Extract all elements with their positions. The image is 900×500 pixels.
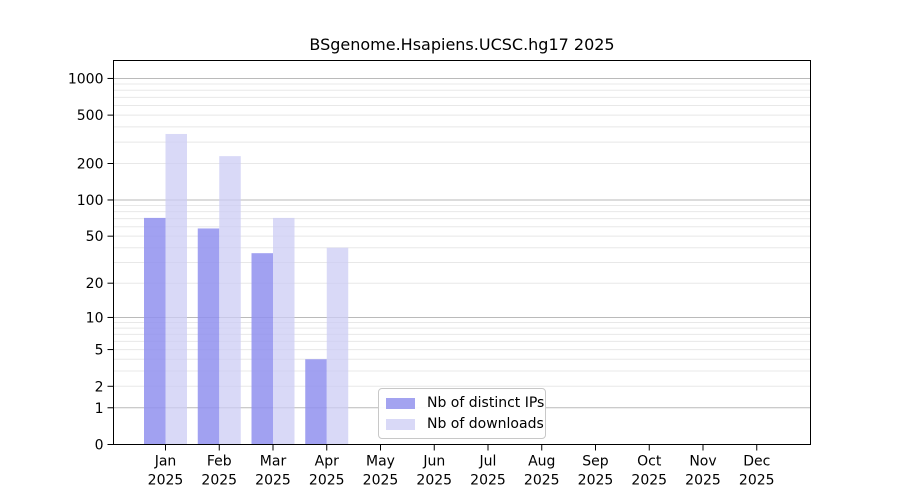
- x-tick-label-month: Oct: [637, 454, 662, 470]
- bar-downloads: [219, 156, 241, 445]
- y-tick-label: 5: [95, 343, 104, 359]
- x-tick-label-year: 2025: [685, 473, 721, 489]
- x-tick-label-year: 2025: [309, 473, 345, 489]
- x-tick-label-month: Aug: [528, 454, 555, 470]
- legend-swatch-downloads: [386, 418, 415, 430]
- legend-item-downloads: Nb of downloads: [379, 415, 545, 433]
- legend-label-downloads: Nb of downloads: [427, 416, 544, 432]
- x-tick-label-year: 2025: [148, 473, 184, 489]
- y-tick-label: 0: [95, 438, 104, 454]
- bar-distinct-ips: [251, 253, 273, 445]
- bar-distinct-ips: [197, 228, 220, 445]
- x-tick-label-year: 2025: [631, 473, 667, 489]
- bar-downloads: [273, 217, 295, 445]
- x-tick-label-year: 2025: [416, 473, 452, 489]
- x-tick-label-year: 2025: [363, 473, 399, 489]
- x-tick-label-year: 2025: [201, 473, 237, 489]
- x-tick-label-year: 2025: [578, 473, 614, 489]
- x-tick-label-month: Jul: [479, 454, 497, 470]
- x-tick-label-month: Dec: [743, 454, 770, 470]
- bar-distinct-ips: [144, 217, 166, 445]
- y-tick-label: 1000: [68, 71, 104, 87]
- y-tick-label: 1: [95, 401, 104, 417]
- y-tick-label: 2: [95, 379, 104, 395]
- y-tick-label: 500: [77, 108, 104, 124]
- y-tick-label: 10: [86, 310, 104, 326]
- x-tick-label-month: Sep: [582, 454, 609, 470]
- x-tick-label-month: Feb: [207, 454, 232, 470]
- legend-swatch-distinct-ips: [386, 397, 415, 409]
- y-tick-label: 20: [86, 276, 104, 292]
- legend-label-distinct-ips: Nb of distinct IPs: [427, 395, 545, 411]
- bar-downloads: [326, 247, 349, 445]
- x-tick-label-month: Jun: [422, 454, 445, 470]
- x-tick-label-year: 2025: [255, 473, 291, 489]
- y-tick-label: 200: [77, 157, 104, 173]
- x-tick-label-year: 2025: [739, 473, 775, 489]
- y-tick-label: 50: [86, 229, 104, 245]
- y-tick-label: 100: [77, 193, 104, 209]
- bar-distinct-ips: [305, 359, 327, 445]
- x-tick-label-year: 2025: [524, 473, 560, 489]
- x-tick-label-month: Mar: [260, 454, 287, 470]
- chart-title: BSgenome.Hsapiens.UCSC.hg17 2025: [309, 35, 615, 54]
- bar-downloads: [165, 133, 187, 445]
- x-tick-label-month: Jan: [154, 454, 177, 470]
- plot-border: [113, 60, 811, 445]
- legend: Nb of distinct IPs Nb of downloads: [378, 388, 546, 439]
- legend-item-distinct-ips: Nb of distinct IPs: [379, 394, 545, 412]
- x-tick-label-month: May: [366, 454, 395, 470]
- x-tick-label-year: 2025: [470, 473, 506, 489]
- x-tick-label-month: Apr: [315, 454, 339, 470]
- x-tick-label-month: Nov: [689, 454, 716, 470]
